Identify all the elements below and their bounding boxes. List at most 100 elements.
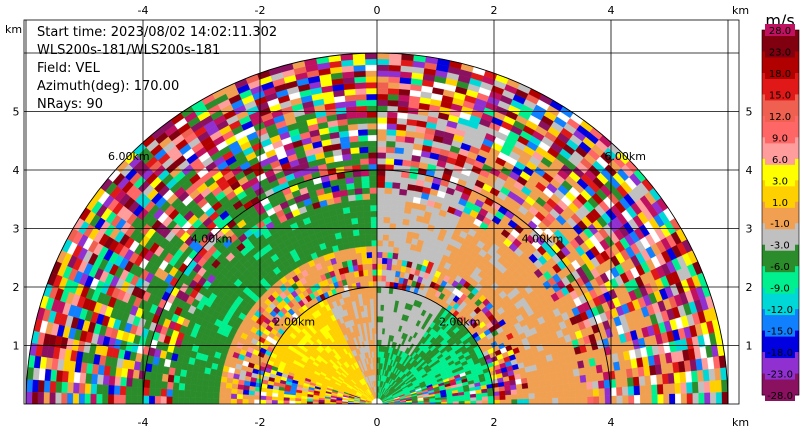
gate [355,199,364,207]
gate [398,94,410,102]
gate [680,393,688,404]
gate [368,175,378,182]
gate [383,216,391,224]
gate [391,258,398,266]
gate [347,194,356,202]
gate [381,275,387,282]
gate [392,246,400,254]
gate [373,298,378,305]
gate [365,82,378,89]
gate [395,264,402,272]
gate [545,385,553,393]
gate [376,240,383,247]
gate [638,375,646,386]
gate [685,370,693,383]
gate [396,123,407,131]
gate [354,187,363,195]
gate [376,76,389,83]
gate [691,381,699,394]
gate [390,205,398,213]
gate [373,304,378,311]
gate [376,292,382,299]
gate [393,158,403,166]
gate [391,193,400,201]
gate [673,372,681,384]
gate [481,396,489,401]
gate [376,216,384,223]
gate [487,395,495,401]
gate [395,223,403,231]
gate [540,397,547,404]
gate [662,383,670,395]
gate [528,387,535,394]
gate [376,245,383,253]
gate [376,111,388,118]
gate [357,129,368,136]
gate [376,175,386,182]
gate [393,240,400,248]
gate [365,234,372,241]
gate [376,204,385,212]
gate [379,327,383,335]
gate [399,182,409,190]
gate [550,378,558,386]
gate [596,372,605,381]
radar-sector [25,52,729,404]
gate [345,224,353,232]
gate [398,194,407,202]
gate [639,394,647,404]
gate [645,384,652,395]
gate [360,252,367,259]
gate [552,397,559,404]
gate [379,310,384,317]
gate [376,193,385,200]
gate [368,152,378,159]
gate [482,399,489,404]
gate [563,397,571,404]
gate [356,205,364,213]
gate [346,230,354,238]
gate [382,310,387,317]
gate [360,169,370,177]
gate [376,64,389,71]
gate [686,381,693,394]
gate [389,217,397,224]
gate [398,188,408,196]
gate [376,280,382,288]
gate [388,287,394,295]
gate [691,370,699,383]
gate [533,381,541,388]
gate [367,263,373,270]
gate [342,77,355,85]
gate [362,205,371,212]
gate [389,211,398,218]
gate [597,380,605,389]
gate [505,394,512,400]
gate [353,182,363,189]
gate [349,141,360,149]
gate [373,310,378,317]
gate [510,389,518,395]
gate [399,235,407,243]
gate [351,223,359,231]
gate [586,388,594,397]
gate [516,393,524,400]
gate [361,181,370,189]
gate [346,112,358,120]
gate [357,123,368,130]
gate [384,175,394,183]
gate [359,234,366,242]
gate [387,252,394,259]
gate [697,380,705,393]
gate [353,176,362,184]
gate [549,372,557,380]
gate [369,292,374,300]
gate [369,187,378,194]
gate [376,275,382,282]
gate [464,400,471,404]
gate [386,111,398,119]
gate [394,229,402,237]
gate [511,394,518,400]
gate [651,384,658,395]
gate [346,188,356,196]
